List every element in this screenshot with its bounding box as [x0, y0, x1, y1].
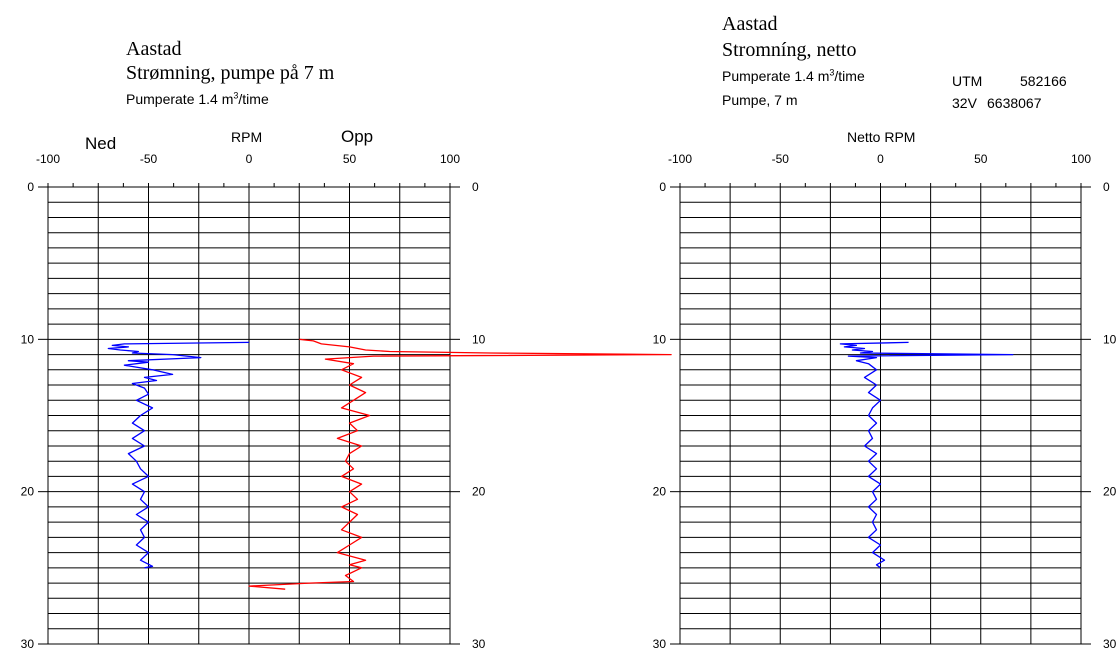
- right-ytick-label-right: 30: [1103, 637, 1117, 648]
- left-xtick-label: 100: [440, 152, 460, 166]
- utm-north: 6638067: [987, 95, 1042, 111]
- right-ytick-label-left: 10: [653, 332, 667, 346]
- left-subtitle: Strømning, pumpe på 7 m: [126, 62, 335, 84]
- left-series-down: [107, 341, 250, 569]
- right-chart-title: Netto RPM: [847, 129, 916, 145]
- right-pump-rate-sup: 3: [829, 67, 835, 78]
- left-pump-rate-suffix: /time: [238, 91, 269, 107]
- right-ytick-label-left: 0: [659, 180, 666, 194]
- right-ytick-label-left: 30: [653, 637, 667, 648]
- right-pump-rate: Pumperate 1.4 m3/time: [722, 67, 865, 84]
- right-title: Aastad: [722, 13, 778, 35]
- left-xtick-label: 50: [343, 152, 357, 166]
- left-ytick-label-left: 30: [21, 637, 35, 648]
- right-xtick-label: 100: [1071, 152, 1091, 166]
- right-pump-rate-prefix: Pumperate 1.4 m: [722, 68, 830, 84]
- utm-zone: 32V: [952, 95, 977, 111]
- right-xtick-label: -50: [772, 152, 790, 166]
- left-pump-rate-prefix: Pumperate 1.4 m: [126, 91, 234, 107]
- left-ytick-label-left: 10: [21, 332, 35, 346]
- right-xtick-label: -100: [668, 152, 692, 166]
- utm-east: 582166: [1020, 73, 1067, 89]
- left-series-up: [248, 338, 672, 590]
- left-chart-label-opp: Opp: [341, 127, 374, 146]
- right-xtick-label: 0: [877, 152, 884, 166]
- right-ytick-label-right: 20: [1103, 485, 1117, 499]
- left-ytick-label-left: 0: [27, 180, 34, 194]
- right-chart: -100 -50 0 50 100 0 0 10 10 20 20 30 30: [653, 152, 1117, 648]
- utm-label: UTM: [952, 73, 983, 89]
- right-pump-depth: Pumpe, 7 m: [722, 92, 798, 108]
- left-xtick-label: -50: [140, 152, 158, 166]
- left-ytick-label-left: 20: [21, 485, 35, 499]
- left-title: Aastad: [126, 38, 182, 60]
- left-chart-title: RPM: [231, 129, 263, 145]
- left-chart-label-ned: Ned: [85, 134, 117, 153]
- right-subtitle: Stromníng, netto: [722, 39, 857, 61]
- left-xtick-label: 0: [246, 152, 253, 166]
- left-xtick-label: -100: [36, 152, 60, 166]
- right-pump-rate-suffix: /time: [834, 68, 865, 84]
- left-ytick-label-right: 10: [472, 332, 486, 346]
- left-pump-rate: Pumperate 1.4 m3/time: [126, 90, 269, 107]
- left-ytick-label-right: 0: [472, 180, 479, 194]
- left-ytick-label-right: 20: [472, 485, 486, 499]
- left-ytick-label-right: 30: [472, 637, 486, 648]
- left-pump-rate-sup: 3: [233, 90, 239, 101]
- right-ytick-label-left: 20: [653, 485, 667, 499]
- right-ytick-label-right: 0: [1103, 180, 1110, 194]
- right-series-net: [839, 341, 1014, 569]
- right-ytick-label-right: 10: [1103, 332, 1117, 346]
- right-xtick-label: 50: [974, 152, 988, 166]
